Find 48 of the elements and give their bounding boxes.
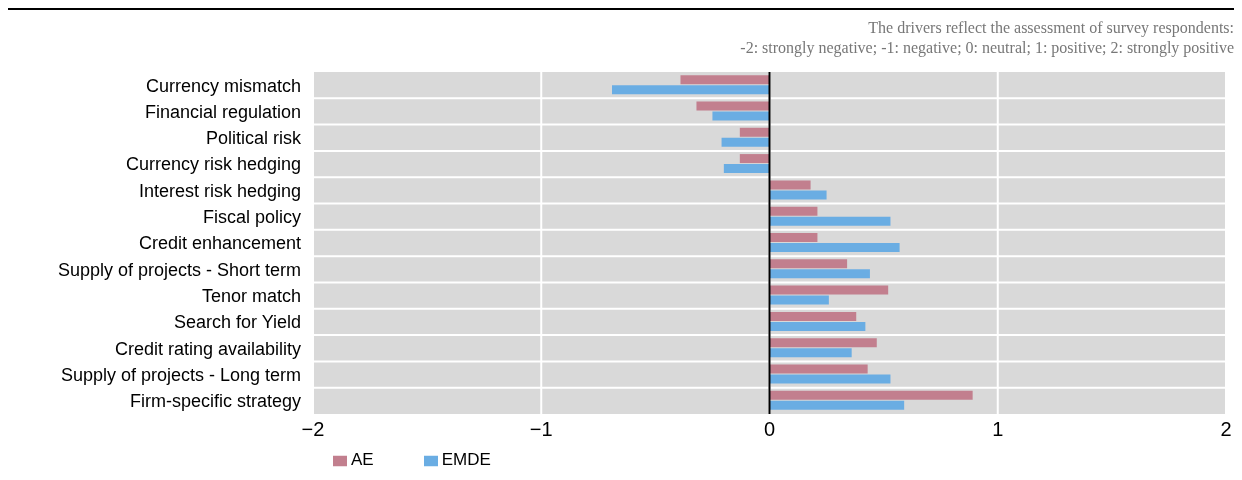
- bar: [769, 295, 829, 305]
- bar: [769, 364, 868, 374]
- bar: [769, 321, 866, 331]
- bar: [723, 164, 770, 174]
- x-tick-label: 2: [1220, 418, 1232, 441]
- bar: [680, 75, 770, 85]
- bar: [769, 180, 811, 190]
- bar: [696, 101, 770, 111]
- x-tick-label: −1: [529, 418, 553, 441]
- y-tick-label: Interest risk hedging: [138, 180, 301, 201]
- bar: [769, 233, 818, 242]
- bar: [769, 190, 827, 200]
- y-tick-label: Credit rating availability: [114, 338, 301, 359]
- y-tick-label: Firm-specific strategy: [129, 391, 301, 412]
- bar: [769, 374, 891, 384]
- bar: [739, 154, 770, 164]
- y-tick-label: Political risk: [205, 128, 302, 149]
- bar: [769, 243, 900, 252]
- y-tick-label: Tenor match: [201, 286, 301, 307]
- y-tick-label: Financial regulation: [144, 101, 301, 122]
- bar: [769, 338, 877, 348]
- x-tick-label: 1: [992, 418, 1004, 441]
- bar: [721, 137, 770, 147]
- y-tick-label: Currency risk hedging: [125, 154, 301, 175]
- bar: [769, 400, 905, 410]
- legend-label: AE: [351, 450, 374, 469]
- x-tick-label: −2: [301, 418, 325, 441]
- text: The drivers reflect the assessment of survey respondents:: [867, 18, 1234, 38]
- bar: [769, 259, 848, 269]
- bar: [769, 311, 857, 321]
- bar: [739, 127, 770, 137]
- y-tick-label: Credit enhancement: [138, 233, 301, 254]
- bar: [712, 111, 770, 121]
- legend-label: EMDE: [441, 450, 491, 469]
- bar: [769, 390, 973, 400]
- bar: [769, 216, 891, 226]
- bar: [769, 348, 852, 358]
- bar: [612, 85, 770, 95]
- bar: [769, 206, 818, 216]
- bar: [769, 285, 889, 295]
- y-tick-label: Currency mismatch: [145, 75, 301, 96]
- x-tick-label: 0: [763, 418, 776, 441]
- text: -2: strongly negative; -1: negative; 0: neutral; 1: positive; 2: strongly positive: [739, 38, 1234, 58]
- y-tick-label: Supply of projects - Short term: [57, 259, 301, 280]
- y-tick-label: Fiscal policy: [202, 207, 301, 228]
- bar: [769, 269, 870, 279]
- y-tick-label: Supply of projects - Long term: [60, 364, 301, 385]
- y-tick-label: Search for Yield: [173, 312, 301, 333]
